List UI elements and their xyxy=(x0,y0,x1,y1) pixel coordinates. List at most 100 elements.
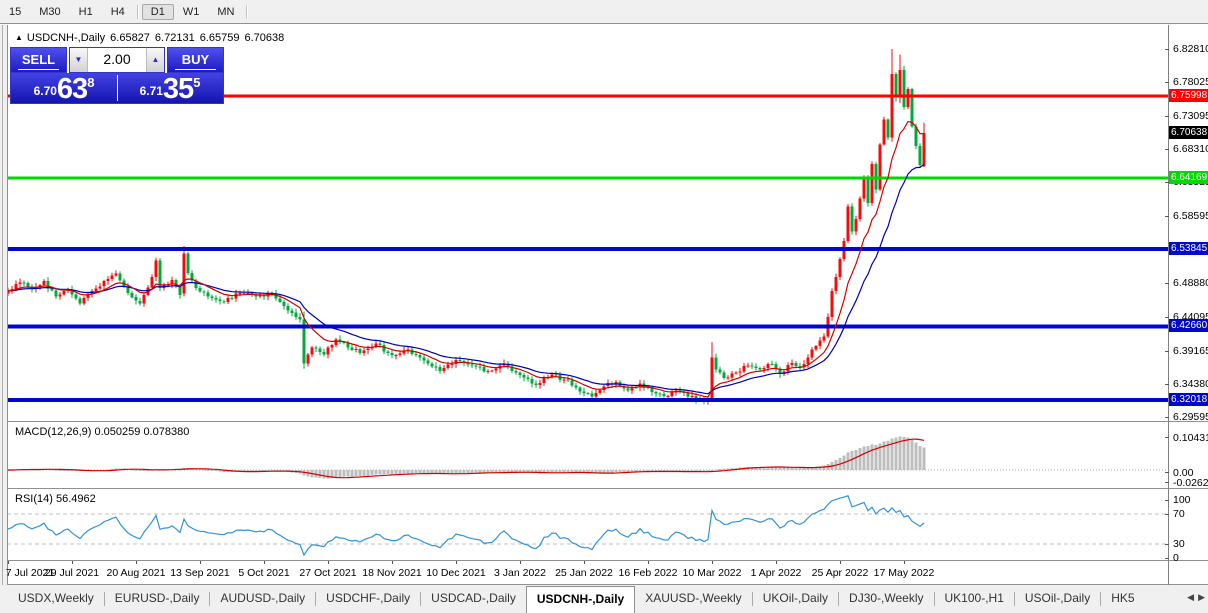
rsi-scale-label: 0 xyxy=(1173,552,1179,564)
macd-scale-tick xyxy=(1165,472,1169,473)
timeframe-15[interactable]: 15 xyxy=(9,6,22,18)
timeframe-m30[interactable]: M30 xyxy=(39,6,61,18)
window-left-frame xyxy=(0,25,8,585)
timeframe-h4[interactable]: H4 xyxy=(110,6,125,18)
toolbar-divider xyxy=(0,23,1208,24)
tab-separator xyxy=(838,592,840,606)
hline-price-tag: 6.42660 xyxy=(1169,319,1208,333)
toolbar-divider-highlight xyxy=(0,24,1208,25)
date-tick xyxy=(776,561,777,564)
ohlc-close: 6.70638 xyxy=(244,32,285,44)
symbol-tab-usoil[interactable]: USOil-,Daily xyxy=(1024,591,1091,605)
timeframe-h1[interactable]: H1 xyxy=(78,6,93,18)
macd-pane[interactable] xyxy=(7,423,1168,487)
chart-ohlc-header: ▲ USDCNH-,Daily 6.65827 6.72131 6.65759 6.706… xyxy=(15,32,284,44)
timeframe-mn[interactable]: MN xyxy=(217,6,235,18)
ohlc-open: 6.65827 xyxy=(110,32,150,44)
price-chart-pane[interactable] xyxy=(7,25,1168,421)
price-tick-label: 6.73095 xyxy=(1173,110,1208,123)
symbol-tab-audusd[interactable]: AUDUSD-,Daily xyxy=(220,591,306,605)
pane-splitter[interactable] xyxy=(0,488,1208,489)
chart-symbol-period: USDCNH-,Daily xyxy=(26,32,106,44)
symbol-tab-xauusd[interactable]: XAUUSD-,Weekly xyxy=(645,591,742,605)
buy-underline xyxy=(175,69,216,70)
symbol-tab-usdx[interactable]: USDX,Weekly xyxy=(18,591,94,605)
rsi-label: RSI(14) 56.4962 xyxy=(15,493,96,505)
rsi-scale-tick xyxy=(1165,558,1169,559)
price-tick-label: 6.78025 xyxy=(1173,76,1208,89)
tab-separator xyxy=(209,592,211,606)
symbol-tab-uk100[interactable]: UK100-,H1 xyxy=(944,591,1004,605)
symbol-tab-usdchf[interactable]: USDCHF-,Daily xyxy=(326,591,411,605)
rsi-scale-tick xyxy=(1165,500,1169,501)
symbol-tab-dj30[interactable]: DJ30-,Weekly xyxy=(849,591,924,605)
tab-separator xyxy=(420,592,422,606)
date-tick xyxy=(72,561,73,564)
price-tick-label: 6.34380 xyxy=(1173,377,1208,390)
price-tick-label: 6.39165 xyxy=(1173,344,1208,357)
hline-price-tag: 6.32018 xyxy=(1169,392,1208,406)
last-price-tag: 6.70638 xyxy=(1169,126,1208,140)
symbol-tab-usdcnh[interactable]: USDCNH-,Daily xyxy=(525,586,636,613)
price-tick xyxy=(1165,283,1169,285)
symbol-tab-eurusd[interactable]: EURUSD-,Daily xyxy=(114,591,200,605)
bid-ask-display: 6.70 63 8 6.71 35 5 xyxy=(10,73,224,104)
rsi-pane[interactable] xyxy=(7,490,1168,560)
date-label: 29 Jul 2021 xyxy=(44,567,100,579)
date-tick xyxy=(200,561,201,564)
date-tick xyxy=(520,561,521,564)
rsi-scale-label: 70 xyxy=(1173,508,1185,520)
date-label: 7 Jul 2021 xyxy=(5,567,55,579)
symbol-tab-ukoil[interactable]: UKOil-,Daily xyxy=(762,591,829,605)
rsi-scale-tick xyxy=(1165,514,1169,515)
date-tick xyxy=(840,561,841,564)
price-tick xyxy=(1165,350,1169,352)
toolbar-separator xyxy=(136,4,139,19)
rsi-value: 56.4962 xyxy=(55,493,96,505)
tabs-scroll-right-icon[interactable]: ▶ xyxy=(1198,592,1205,602)
macd-main-value: 0.050259 xyxy=(94,426,141,438)
macd-scale-label: 0.00 xyxy=(1173,467,1194,479)
date-label: 16 Feb 2022 xyxy=(618,567,678,579)
macd-scale-label: -0.026243 xyxy=(1173,477,1208,489)
sell-underline xyxy=(18,69,59,70)
date-tick xyxy=(8,561,9,564)
hline-price-tag: 6.75998 xyxy=(1169,89,1208,103)
volume-input[interactable]: 2.00 xyxy=(103,51,131,67)
tab-separator xyxy=(1100,592,1102,606)
timeframe-w1[interactable]: W1 xyxy=(182,6,200,18)
date-tick xyxy=(584,561,585,564)
symbol-tab-usdcad[interactable]: USDCAD-,Daily xyxy=(431,591,516,605)
price-tick xyxy=(1165,416,1169,418)
buy-button[interactable]: BUY xyxy=(167,47,224,73)
price-tick xyxy=(1165,116,1169,118)
price-tick-label: 6.58595 xyxy=(1173,210,1208,223)
rsi-scale-label: 30 xyxy=(1173,538,1185,550)
date-label: 1 Apr 2022 xyxy=(750,567,802,579)
pane-splitter[interactable] xyxy=(0,421,1208,422)
volume-stepper: ▼ 2.00 ▲ xyxy=(69,47,165,73)
tabs-scroll-left-icon[interactable]: ◀ xyxy=(1187,592,1194,602)
collapse-trade-panel-icon[interactable]: ▲ xyxy=(15,33,23,42)
volume-decrease-icon[interactable]: ▼ xyxy=(70,48,88,72)
symbol-tab-hk5[interactable]: HK5 xyxy=(1111,591,1135,605)
price-axis-separator xyxy=(1168,25,1169,585)
date-label: 25 Apr 2022 xyxy=(811,567,869,579)
sell-price[interactable]: 6.70 63 8 xyxy=(33,73,95,105)
price-divider xyxy=(117,75,118,101)
date-label: 13 Sep 2021 xyxy=(170,567,230,579)
date-tick xyxy=(392,561,393,564)
tab-separator xyxy=(751,592,753,606)
hline-price-tag: 6.64169 xyxy=(1169,170,1208,184)
price-tick xyxy=(1165,82,1169,84)
volume-increase-icon[interactable]: ▲ xyxy=(146,48,164,72)
price-tick-label: 6.68310 xyxy=(1173,143,1208,156)
rsi-scale-label: 100 xyxy=(1173,494,1191,506)
date-tick xyxy=(136,561,137,564)
ohlc-high: 6.72131 xyxy=(154,32,195,44)
sell-button[interactable]: SELL xyxy=(10,47,67,73)
buy-price[interactable]: 6.71 35 5 xyxy=(139,73,201,105)
price-tick xyxy=(1165,316,1169,318)
timeframe-d1[interactable]: D1 xyxy=(141,4,174,20)
